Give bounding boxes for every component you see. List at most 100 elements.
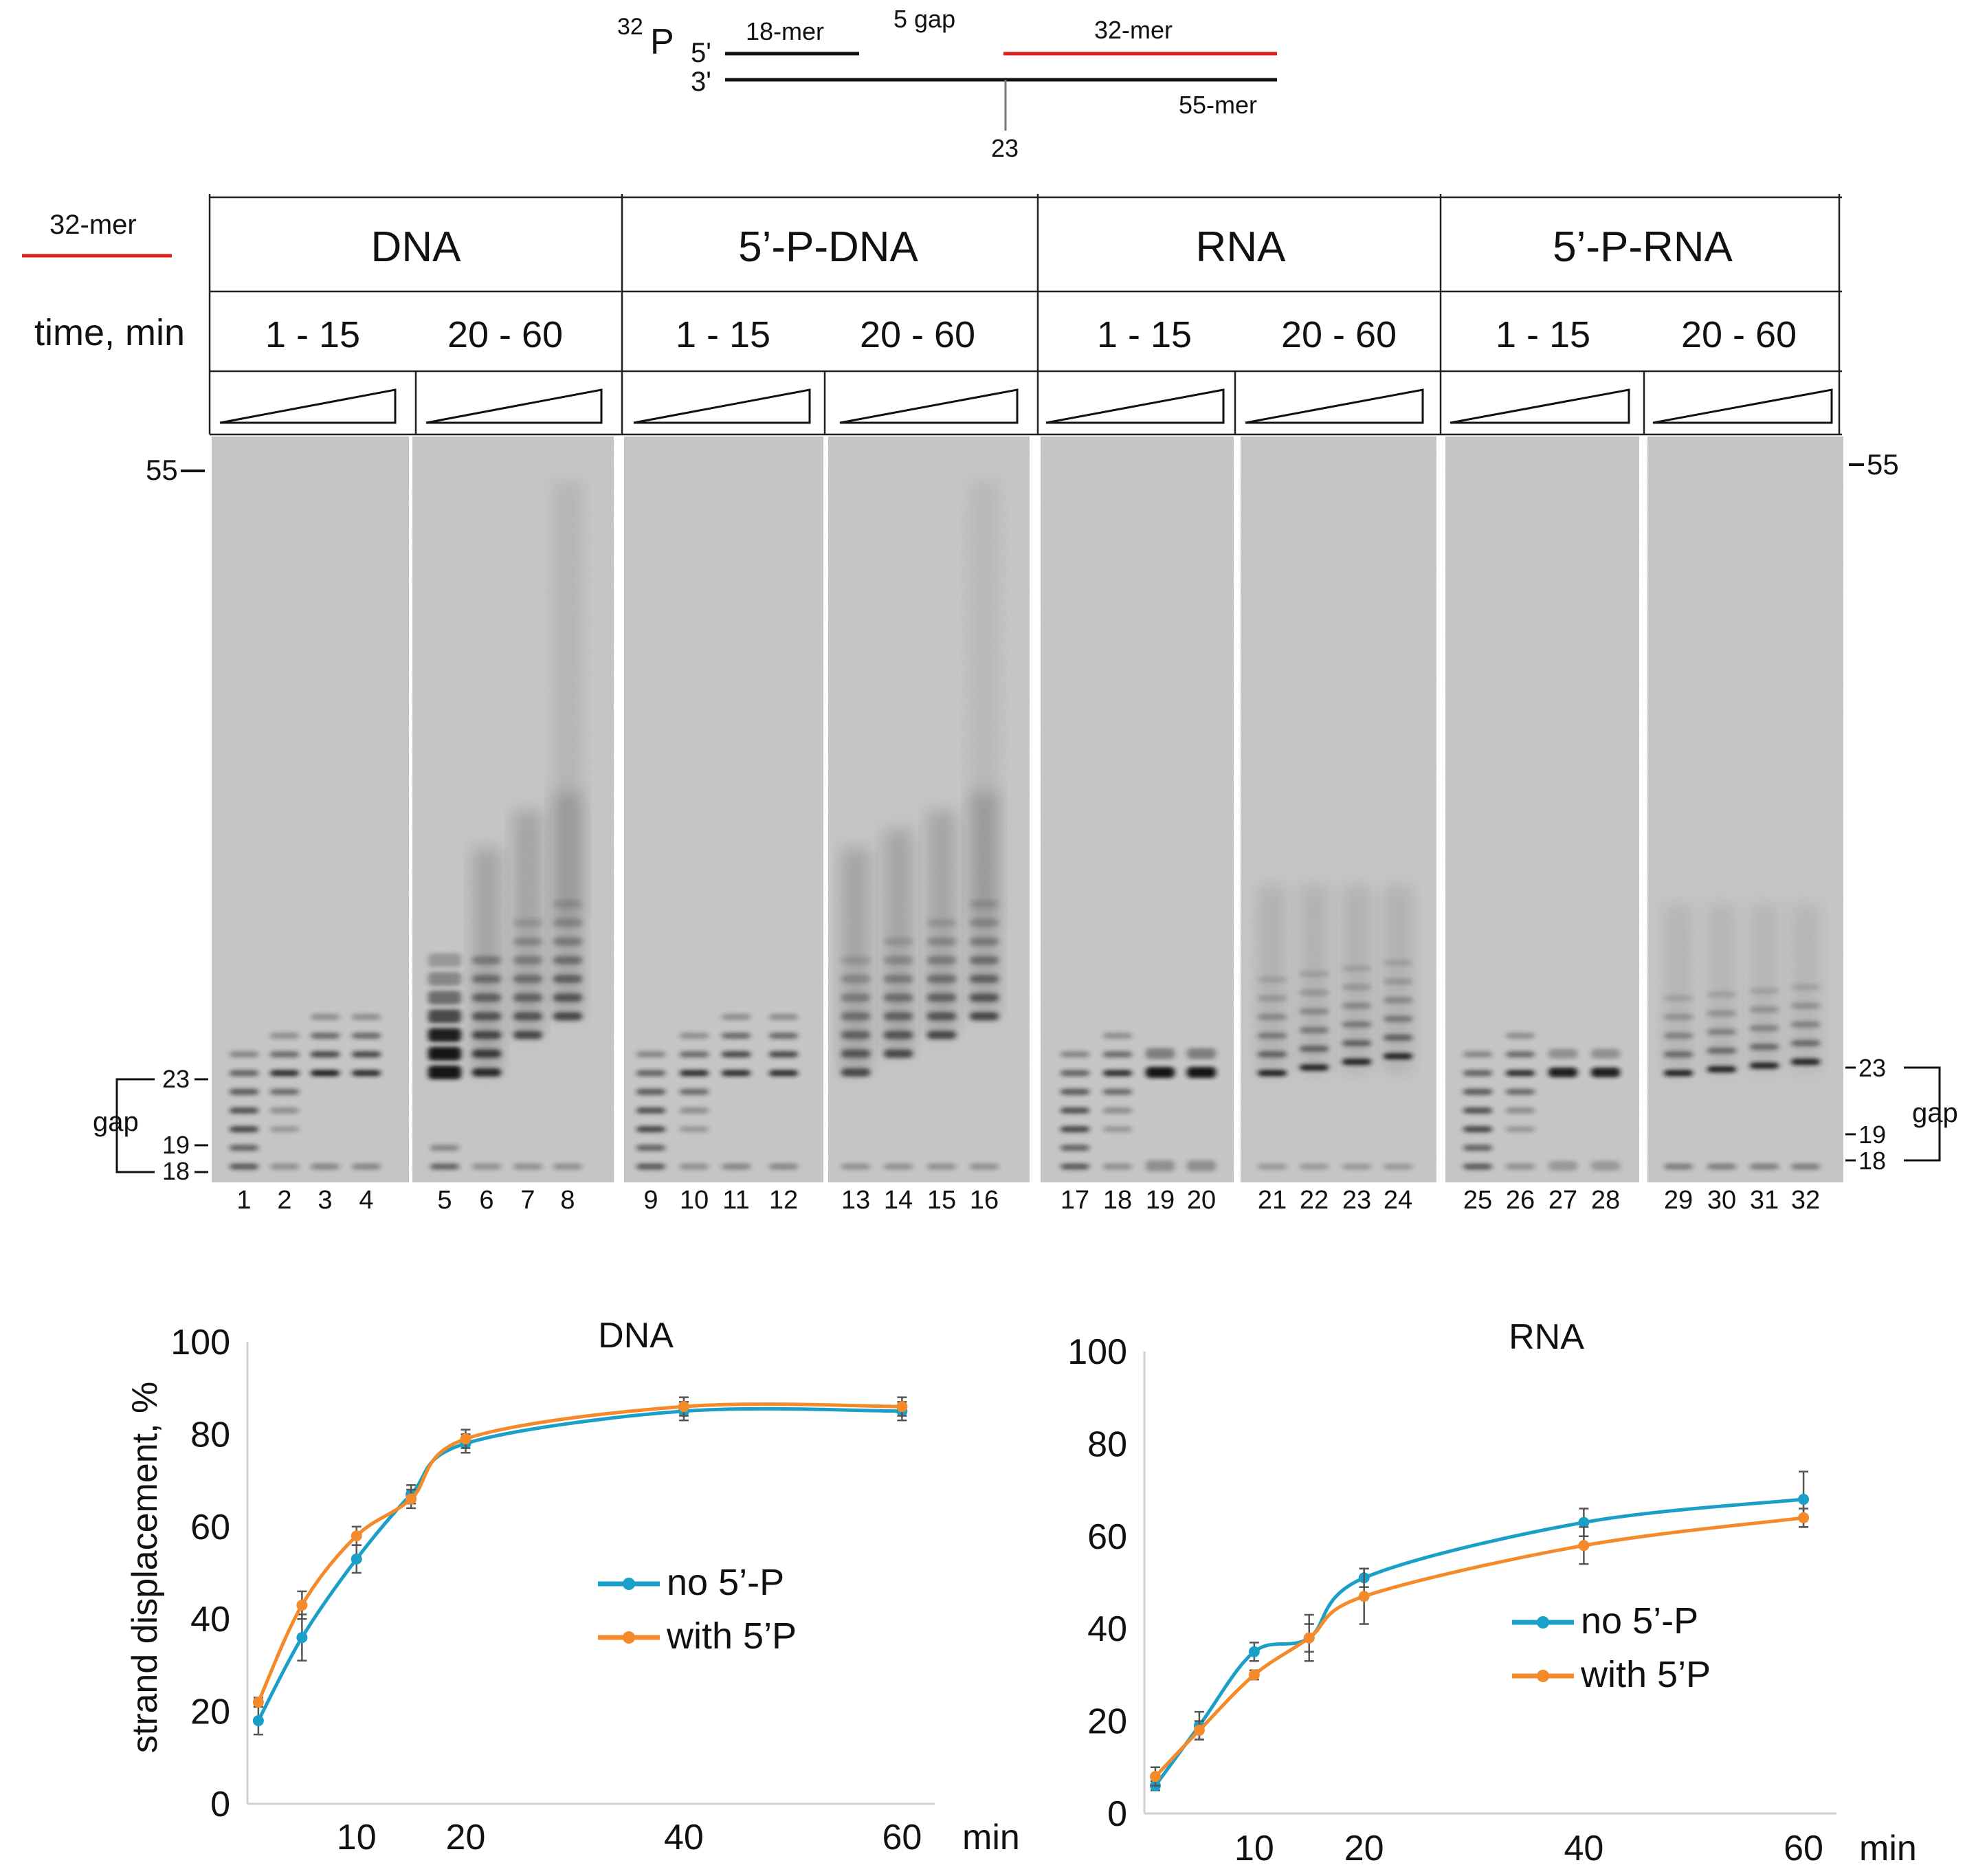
gel-band bbox=[1506, 1033, 1535, 1039]
lane-number: 26 bbox=[1506, 1186, 1535, 1215]
gel-band bbox=[430, 1145, 459, 1151]
gel-band bbox=[722, 1013, 751, 1020]
gel-smear bbox=[1791, 904, 1820, 1072]
gel-band bbox=[680, 1033, 709, 1039]
gel-band bbox=[1061, 1051, 1089, 1058]
gel-band bbox=[430, 1163, 459, 1170]
gel-band bbox=[680, 1126, 709, 1133]
schematic-32p-label: P bbox=[650, 22, 674, 62]
y-tick-label: 0 bbox=[1107, 1794, 1127, 1834]
gel-band bbox=[680, 1163, 709, 1170]
gel-band bbox=[636, 1088, 665, 1095]
gel-band bbox=[1463, 1051, 1492, 1058]
data-point bbox=[351, 1530, 362, 1542]
gel-band bbox=[270, 1126, 299, 1133]
gel-band bbox=[1463, 1163, 1492, 1170]
lane-number: 15 bbox=[927, 1186, 956, 1215]
gel-band bbox=[1103, 1126, 1132, 1133]
x-tick-label: 20 bbox=[1344, 1829, 1384, 1868]
gel-band bbox=[230, 1145, 258, 1151]
marker-left-23: 23 bbox=[162, 1065, 190, 1093]
gel-band bbox=[1463, 1070, 1492, 1077]
schematic-23-label: 23 bbox=[991, 134, 1019, 162]
gel-band bbox=[428, 953, 461, 967]
legend-label: no 5’-P bbox=[667, 1562, 784, 1603]
gel-band bbox=[428, 1046, 461, 1061]
lane-number: 5 bbox=[437, 1186, 452, 1215]
marker-left-55: 55 bbox=[146, 454, 178, 486]
substrate-schematic: 32 P 5' 3' 18-mer 5 gap 32-mer 55-mer 23 bbox=[617, 5, 1277, 162]
gel-band bbox=[1061, 1145, 1089, 1151]
x-tick-label: 10 bbox=[1234, 1829, 1274, 1868]
gel-band bbox=[1591, 1068, 1620, 1077]
gel-band bbox=[841, 1163, 870, 1170]
y-tick-label: 20 bbox=[1087, 1702, 1127, 1742]
gel-band bbox=[1463, 1088, 1492, 1095]
data-point bbox=[896, 1401, 908, 1413]
gel-band bbox=[722, 1163, 751, 1170]
gel-band bbox=[1061, 1126, 1089, 1133]
lane-number: 29 bbox=[1664, 1186, 1693, 1215]
group-label-5p-dna: 5’-P-DNA bbox=[738, 223, 918, 271]
range-label-rna-early: 1 - 15 bbox=[1097, 314, 1192, 355]
lane-number: 32 bbox=[1791, 1186, 1820, 1215]
gel-band bbox=[1061, 1070, 1089, 1077]
y-tick-label: 80 bbox=[190, 1415, 230, 1455]
schematic-55mer-label: 55-mer bbox=[1179, 91, 1257, 119]
data-point bbox=[1358, 1591, 1370, 1602]
gel-band bbox=[1300, 1163, 1329, 1170]
gel-smear bbox=[1300, 885, 1329, 1072]
gel-smear bbox=[1342, 885, 1371, 1072]
x-tick-label: 20 bbox=[446, 1818, 486, 1857]
series-line bbox=[1153, 1497, 1804, 1787]
x-tick-label: 60 bbox=[882, 1818, 922, 1857]
x-tick-label: 10 bbox=[337, 1818, 377, 1857]
gel-band bbox=[1506, 1163, 1535, 1170]
gel-band bbox=[311, 1051, 340, 1058]
y-tick-label: 40 bbox=[1087, 1609, 1127, 1649]
gel-band bbox=[636, 1051, 665, 1058]
gel-smear bbox=[472, 848, 501, 1072]
schematic-3prime-label: 3' bbox=[691, 67, 711, 97]
gel-band bbox=[1463, 1145, 1492, 1151]
gel-band bbox=[230, 1126, 258, 1133]
group-label-5p-rna: 5’-P-RNA bbox=[1553, 223, 1733, 271]
x-axis-label: min bbox=[1859, 1829, 1917, 1868]
lane-number: 9 bbox=[643, 1186, 658, 1215]
data-point bbox=[678, 1401, 689, 1413]
gel-band bbox=[680, 1107, 709, 1114]
gel-band bbox=[1506, 1088, 1535, 1095]
gel-smear bbox=[553, 481, 582, 923]
y-tick-label: 100 bbox=[170, 1323, 230, 1362]
range-label-dna-late: 20 - 60 bbox=[447, 314, 563, 355]
gel-markers-right: 55 23 19 18 gap bbox=[1845, 448, 1958, 1175]
gel-band bbox=[636, 1163, 665, 1170]
schematic-5prime-label: 5' bbox=[691, 38, 711, 68]
gel-band bbox=[1103, 1033, 1132, 1039]
gel-band bbox=[270, 1033, 299, 1039]
gel-band bbox=[270, 1088, 299, 1095]
gel-markers-left: 55 23 19 18 gap bbox=[93, 454, 208, 1185]
gel-band bbox=[311, 1033, 340, 1039]
marker-right-gap: gap bbox=[1912, 1098, 1958, 1128]
group-label-rna: RNA bbox=[1196, 223, 1287, 271]
x-tick-label: 40 bbox=[1564, 1829, 1603, 1868]
gel-band bbox=[1707, 1163, 1736, 1170]
gel-band bbox=[1791, 1163, 1820, 1170]
range-label-5p-dna-early: 1 - 15 bbox=[676, 314, 770, 355]
gel-band bbox=[927, 1163, 956, 1170]
lane-number: 7 bbox=[520, 1186, 535, 1215]
x-tick-label: 60 bbox=[1784, 1829, 1823, 1868]
marker-right-19: 19 bbox=[1858, 1121, 1886, 1149]
data-point bbox=[296, 1632, 308, 1644]
data-point bbox=[351, 1553, 362, 1565]
lane-number: 2 bbox=[277, 1186, 291, 1215]
gel-band bbox=[1061, 1088, 1089, 1095]
lane-number: 1 bbox=[236, 1186, 251, 1215]
lane-number: 17 bbox=[1061, 1186, 1089, 1215]
gel-band bbox=[270, 1070, 299, 1077]
schematic-18mer-label: 18-mer bbox=[746, 17, 824, 45]
gel-band bbox=[769, 1070, 798, 1077]
legend-label: with 5’P bbox=[1580, 1654, 1711, 1695]
